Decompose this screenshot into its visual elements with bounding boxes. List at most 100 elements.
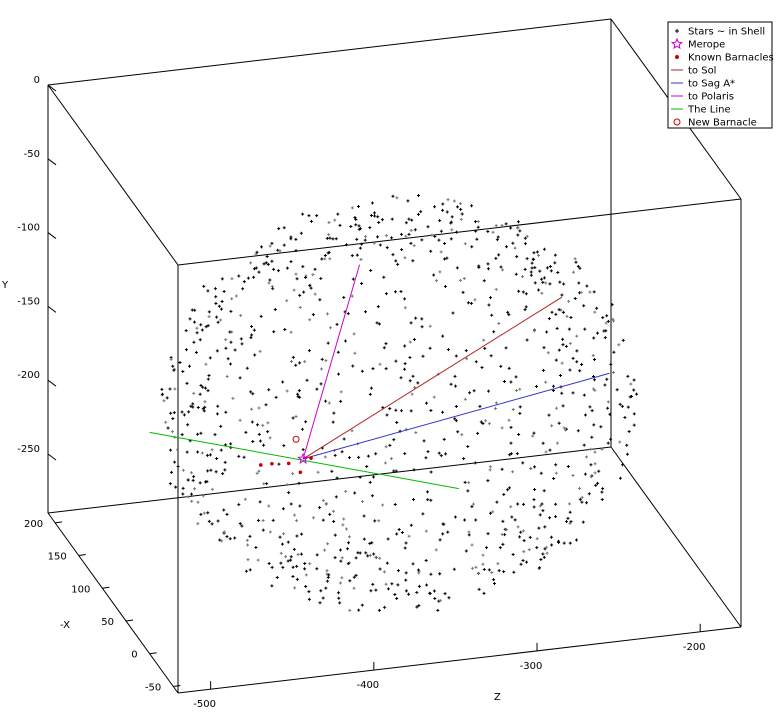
star-point xyxy=(376,305,380,309)
star-point xyxy=(544,545,548,549)
star-point xyxy=(337,591,341,595)
star-point xyxy=(549,269,553,273)
star-point xyxy=(357,455,361,459)
star-point xyxy=(347,456,351,460)
star-point xyxy=(395,196,399,200)
star-point xyxy=(555,326,559,330)
star-point xyxy=(505,488,509,492)
star-point xyxy=(338,581,342,585)
star-point xyxy=(307,349,311,353)
star-point xyxy=(332,520,336,524)
star-point xyxy=(207,310,211,314)
star-point xyxy=(486,532,490,536)
star-point xyxy=(270,241,274,245)
star-point xyxy=(505,528,509,532)
star-point xyxy=(453,417,457,421)
star-point xyxy=(412,244,416,248)
star-point xyxy=(538,513,542,517)
star-point xyxy=(250,420,254,424)
star-point xyxy=(471,502,475,506)
star-point xyxy=(333,556,337,560)
legend-label: Stars ~ in Shell xyxy=(688,27,765,38)
star-point xyxy=(354,573,358,577)
star-point xyxy=(537,253,541,257)
star-point xyxy=(523,236,527,240)
star-point xyxy=(550,543,554,547)
star-point xyxy=(252,275,256,279)
star-point xyxy=(474,565,478,569)
star-point xyxy=(362,514,366,518)
star-point xyxy=(369,589,373,593)
star-point xyxy=(414,316,418,320)
star-point xyxy=(593,462,597,466)
star-point xyxy=(228,330,232,334)
star-point xyxy=(303,561,307,565)
star-point xyxy=(533,488,537,492)
star-point xyxy=(393,593,397,597)
star-point xyxy=(220,539,224,543)
star-point xyxy=(482,279,486,283)
star-point xyxy=(199,512,203,516)
line-to-sol xyxy=(302,296,563,460)
star-point xyxy=(409,241,413,245)
star-point xyxy=(319,382,323,386)
star-point xyxy=(518,387,522,391)
star-point xyxy=(567,327,571,331)
star-point xyxy=(327,233,331,237)
star-point xyxy=(455,266,459,270)
star-point xyxy=(382,275,386,279)
star-point xyxy=(425,583,429,587)
star-point xyxy=(225,512,229,516)
star-point xyxy=(352,586,356,590)
star-point xyxy=(228,537,232,541)
star-point xyxy=(445,256,449,260)
star-point xyxy=(522,539,526,543)
star-point xyxy=(375,321,379,325)
star-point xyxy=(472,389,476,393)
star-point xyxy=(393,502,397,506)
star-point xyxy=(509,452,513,456)
star-point xyxy=(206,324,210,328)
star-point xyxy=(378,567,382,571)
star-point xyxy=(382,346,386,350)
star-point xyxy=(490,313,494,317)
star-point xyxy=(318,298,322,302)
star-point xyxy=(217,304,221,308)
star-point xyxy=(495,500,499,504)
star-point xyxy=(524,305,528,309)
known-barnacle-point xyxy=(309,456,313,460)
star-point xyxy=(210,487,214,491)
star-point xyxy=(189,404,193,408)
star-point xyxy=(239,314,243,318)
star-point xyxy=(385,413,389,417)
star-point xyxy=(358,227,362,231)
star-point xyxy=(331,237,335,241)
legend-symbol xyxy=(673,118,681,126)
star-point xyxy=(443,285,447,289)
star-point xyxy=(282,532,286,536)
star-point xyxy=(429,498,433,502)
star-point xyxy=(576,264,580,268)
star-point xyxy=(215,412,219,416)
star-point xyxy=(289,502,293,506)
star-point xyxy=(523,308,527,312)
star-point xyxy=(360,499,364,503)
star-point xyxy=(375,235,379,239)
star-point xyxy=(351,277,355,281)
star-point xyxy=(470,543,474,547)
star-point xyxy=(491,510,495,514)
star-point xyxy=(575,334,579,338)
stars-series xyxy=(160,193,639,612)
star-point xyxy=(231,396,235,400)
star-point xyxy=(229,442,233,446)
box-edge xyxy=(47,512,179,694)
star-point xyxy=(324,399,328,403)
star-point xyxy=(366,554,370,558)
star-point xyxy=(558,280,562,284)
star-point xyxy=(198,338,202,342)
star-point xyxy=(626,374,630,378)
star-point xyxy=(243,497,247,501)
legend-symbol xyxy=(670,37,684,50)
star-point xyxy=(605,377,609,381)
star-point xyxy=(420,325,424,329)
